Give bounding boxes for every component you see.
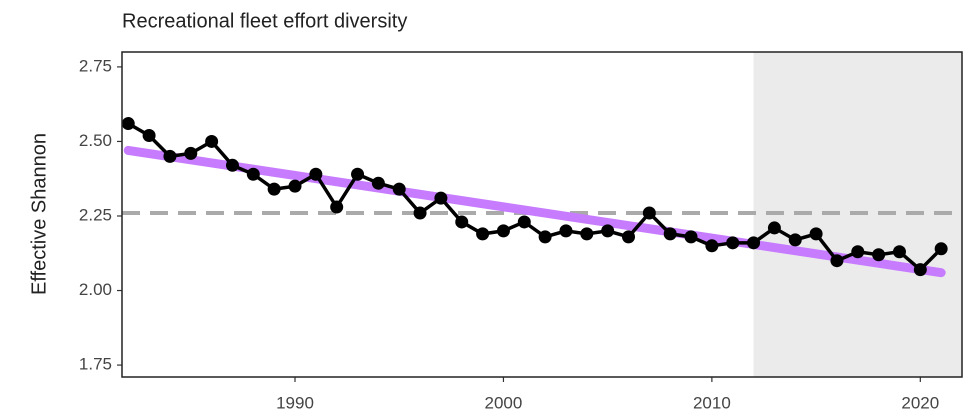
data-point — [246, 167, 260, 181]
data-point — [809, 227, 823, 241]
data-point — [184, 146, 198, 160]
data-point — [892, 245, 906, 259]
data-point — [705, 239, 719, 253]
data-point — [767, 221, 781, 235]
data-point — [163, 149, 177, 163]
data-point — [434, 191, 448, 205]
data-point — [913, 263, 927, 277]
y-tick-label: 2.25 — [79, 205, 112, 224]
data-point — [726, 236, 740, 250]
y-tick-label: 2.75 — [79, 56, 112, 75]
trend-line — [123, 145, 946, 278]
data-point — [142, 128, 156, 142]
x-tick-label: 2020 — [901, 393, 939, 412]
x-tick-label: 1990 — [276, 393, 314, 412]
chart-title: Recreational fleet effort diversity — [122, 10, 407, 32]
data-point — [872, 248, 886, 262]
data-point — [330, 200, 344, 214]
data-point — [413, 206, 427, 220]
data-point — [455, 215, 469, 229]
y-axis-title: Effective Shannon — [28, 133, 50, 295]
x-tick-label: 2010 — [693, 393, 731, 412]
data-point — [205, 134, 219, 148]
data-point — [517, 215, 531, 229]
y-tick-label: 2.00 — [79, 280, 112, 299]
data-point — [747, 236, 761, 250]
data-point — [580, 227, 594, 241]
data-point — [663, 227, 677, 241]
data-line — [127, 122, 943, 273]
data-point — [496, 224, 510, 238]
data-point — [684, 230, 698, 244]
data-point — [476, 227, 490, 241]
data-point — [642, 206, 656, 220]
y-tick-label: 2.50 — [79, 131, 112, 150]
data-point — [392, 182, 406, 196]
data-point — [934, 242, 948, 256]
data-point — [351, 167, 365, 181]
data-point — [225, 158, 239, 172]
data-point — [559, 224, 573, 238]
data-point — [267, 182, 281, 196]
data-point — [622, 230, 636, 244]
data-point — [788, 233, 802, 247]
data-point — [830, 254, 844, 268]
x-tick-label: 2000 — [485, 393, 523, 412]
data-point — [121, 117, 135, 131]
data-point — [601, 224, 615, 238]
y-tick-label: 1.75 — [79, 355, 112, 374]
data-point — [851, 245, 865, 259]
data-point — [309, 167, 323, 181]
plot-frame — [121, 51, 963, 378]
data-point — [371, 176, 385, 190]
data-point — [538, 230, 552, 244]
data-point — [288, 179, 302, 193]
